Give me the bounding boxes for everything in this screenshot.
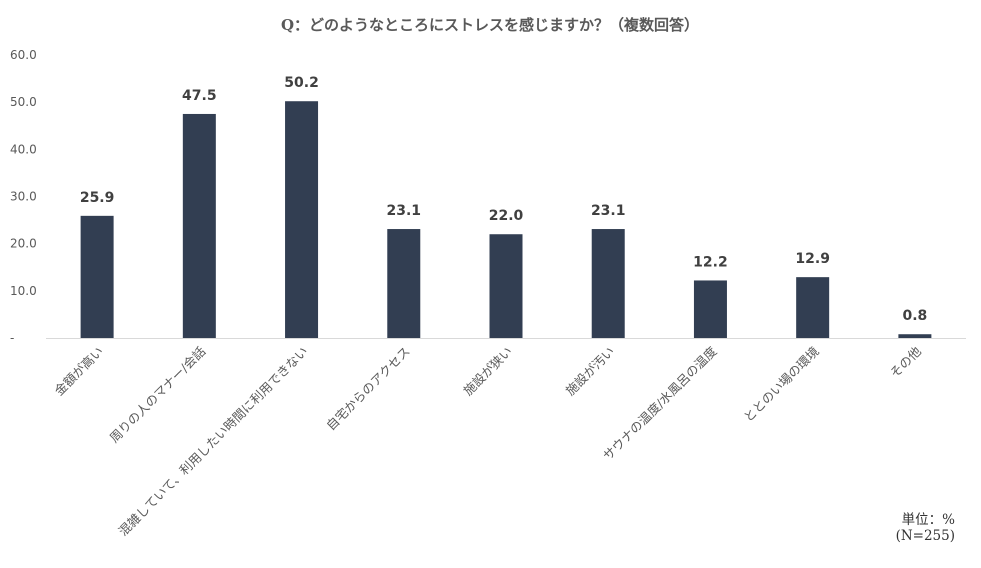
category-label: 金額が高い — [51, 344, 106, 399]
data-label: 0.8 — [902, 308, 927, 324]
category-label: ととのい場の環境 — [741, 344, 822, 425]
bar — [693, 280, 727, 338]
category-label: 施設が汚い — [563, 344, 618, 399]
y-tick-label: - — [10, 331, 14, 345]
bar — [387, 229, 421, 338]
bar — [285, 101, 319, 339]
data-label: 12.9 — [795, 251, 830, 267]
data-label: 12.2 — [693, 254, 728, 270]
data-label: 50.2 — [284, 75, 319, 91]
y-tick-label: 30.0 — [10, 190, 37, 204]
sample-size-note: (N=255) — [895, 528, 955, 544]
bars-group — [80, 101, 932, 339]
chart-title: Q：どのようなところにストレスを感じますか？（複数回答） — [281, 16, 699, 34]
category-label: 施設が狭い — [460, 344, 515, 399]
category-label: 自宅からのアクセス — [323, 344, 413, 434]
category-label: 混雑していて、利用したい時間に利用できない — [115, 344, 310, 539]
category-label: サウナの温度/水風呂の温度 — [600, 343, 720, 463]
bar — [182, 113, 216, 338]
y-tick-label: 40.0 — [10, 142, 37, 156]
y-tick-label: 60.0 — [10, 48, 37, 62]
data-label: 23.1 — [387, 203, 422, 219]
category-label: その他 — [887, 343, 924, 380]
y-tick-label: 20.0 — [10, 237, 37, 251]
bar — [80, 215, 114, 338]
y-tick-label: 50.0 — [10, 95, 37, 109]
data-labels-group: 25.9 47.5 50.2 23.1 22.0 23.1 12.2 12.9 0.8 — [80, 75, 927, 324]
data-label: 23.1 — [591, 203, 626, 219]
unit-note: 単位：% — [901, 512, 955, 528]
data-label: 25.9 — [80, 190, 115, 206]
data-label: 47.5 — [182, 88, 217, 104]
bar — [796, 277, 830, 338]
bar — [489, 234, 523, 338]
bar — [591, 229, 625, 338]
y-tick-label: 10.0 — [10, 284, 37, 298]
bar — [898, 334, 932, 338]
data-label: 22.0 — [489, 208, 524, 224]
category-label: 周りの人のマナー/会話 — [106, 344, 208, 446]
y-axis-ticks: - 10.0 20.0 30.0 40.0 50.0 60.0 — [10, 48, 37, 345]
